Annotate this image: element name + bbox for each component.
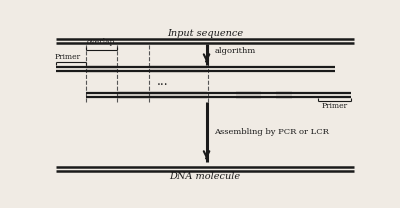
Text: Input sequence: Input sequence xyxy=(167,29,243,38)
Text: algorithm: algorithm xyxy=(214,47,256,55)
Text: Assembling by PCR or LCR: Assembling by PCR or LCR xyxy=(214,128,329,136)
Text: Primer: Primer xyxy=(55,53,81,61)
Text: DNA molecule: DNA molecule xyxy=(170,172,240,181)
Text: ...: ... xyxy=(156,75,168,88)
Text: Primer: Primer xyxy=(321,102,348,110)
Text: overlap: overlap xyxy=(87,38,116,46)
